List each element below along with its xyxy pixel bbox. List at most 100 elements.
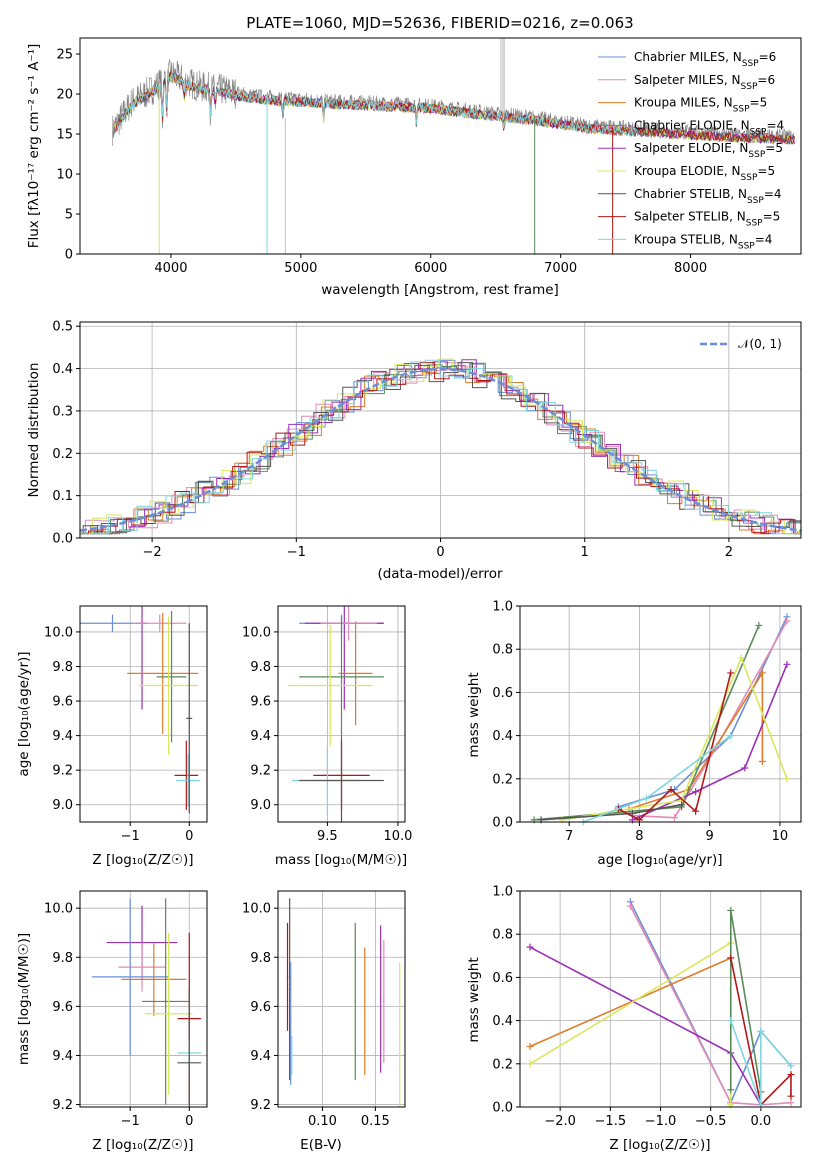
massweight-vs-age-marker: [783, 617, 791, 625]
spectrum-ytick-label: 5: [65, 208, 73, 223]
legend-label-2: Kroupa MILES, NSSP=5: [634, 96, 767, 115]
massweight-vs-age-marker: [727, 669, 735, 677]
mass-vs-z-panel: Z [log₁₀(Z/Z☉)] mass [log₁₀(M/M☉)] −1 0 9.…: [16, 890, 208, 1153]
residuals-ylabel: Normed distribution: [26, 363, 42, 498]
residuals-xtick-label: 1: [581, 545, 589, 560]
mass-vs-z-ytick-label: 9.2: [52, 1098, 73, 1113]
massweight-vs-age-marker: [737, 654, 745, 662]
legend-label-1: Salpeter MILES, NSSP=6: [634, 73, 775, 92]
mass-vs-z-point: [141, 966, 143, 968]
spectrum-xtick-label: 4000: [154, 261, 187, 276]
normal-curve: [79, 367, 802, 532]
residual-histogram-3: [80, 362, 801, 535]
massweight-vs-age-ytick-label: 1.0: [492, 600, 513, 615]
massweight-vs-z-marker: [526, 1060, 534, 1068]
residuals-ytick-label: 0.1: [52, 489, 73, 504]
massweight-vs-z-ylabel: mass weight: [466, 957, 482, 1042]
age-vs-mass-xlabel: mass [log₁₀(M/M☉)]: [275, 852, 407, 868]
massweight-vs-z-ytick-label: 1.0: [492, 885, 513, 900]
massweight-vs-z-marker: [727, 1017, 735, 1025]
age-vs-mass-point: [340, 779, 343, 782]
residual-histogram-5: [80, 358, 801, 535]
massweight-vs-z-xtick-label: −1.0: [645, 1114, 677, 1129]
spectrum-panel: PLATE=1060, MJD=52636, FIBERID=0216, z=0…: [26, 14, 802, 298]
massweight-vs-age-marker: [755, 621, 763, 629]
mass-vs-z-point: [188, 1062, 191, 1064]
massweight-vs-z-xlabel: Z [log₁₀(Z/Z☉)]: [609, 1137, 710, 1153]
massweight-vs-z-ytick-label: 0.8: [492, 928, 513, 943]
mass-vs-ebv-ytick-label: 9.6: [250, 1000, 271, 1015]
age-vs-z-point: [158, 622, 161, 625]
age-vs-mass-point: [329, 684, 332, 687]
mass-vs-ebv-panel: E(B-V) 0.10 0.15 9.2 9.4 9.6 9.8 10.0: [242, 890, 406, 1153]
massweight-vs-age-marker: [727, 732, 735, 740]
mass-vs-ebv-frame: [277, 890, 406, 1108]
age-vs-z-ytick-label: 9.0: [52, 798, 73, 813]
massweight-vs-age-marker: [758, 669, 766, 677]
residuals-xtick-label: 0: [436, 545, 444, 560]
legend-subscript: SSP: [741, 82, 758, 92]
age-vs-mass-panel: mass [log₁₀(M/M☉)] 9.5 10.0 9.0 9.2 9.4 9.6 9.…: [242, 605, 412, 868]
age-vs-z-xlabel: Z [log₁₀(Z/Z☉)]: [92, 852, 193, 868]
age-vs-mass-ytick-label: 9.4: [250, 729, 271, 744]
residuals-ytick-label: 0.2: [52, 447, 73, 462]
age-vs-z-panel: Z [log₁₀(Z/Z☉)] age [log₁₀(age/yr)] −1 0 9…: [16, 605, 208, 868]
massweight-vs-age-series-2: [628, 670, 764, 810]
age-vs-z-point: [167, 684, 170, 687]
residuals-legend: 𝒩(0, 1): [700, 337, 782, 351]
age-vs-mass-ytick-label: 9.8: [250, 660, 271, 675]
residuals-xtick-label: 2: [725, 545, 733, 560]
mass-vs-ebv-point: [363, 1010, 366, 1013]
massweight-vs-z-marker: [787, 1099, 795, 1107]
age-vs-z-point: [170, 676, 173, 678]
massweight-vs-age-marker: [671, 814, 679, 822]
age-vs-mass-point: [354, 672, 357, 675]
mass-vs-ebv-xlabel: E(B-V): [300, 1137, 342, 1153]
mass-vs-z-xlabel: Z [log₁₀(Z/Z☉)]: [92, 1137, 193, 1153]
massweight-vs-z-ytick-label: 0.2: [492, 1057, 513, 1072]
residuals-xtick-label: −2: [143, 545, 162, 560]
residuals-panel: −2 −1 0 1 2 0.0 0.1 0.2 0.3 0.4 0.5 (data-model)/e…: [26, 320, 802, 582]
massweight-vs-z-xtick-label: 0.0: [751, 1114, 772, 1129]
legend-subscript: SSP: [741, 173, 758, 183]
age-vs-z-ytick-label: 9.6: [52, 695, 73, 710]
massweight-vs-z-ytick-label: 0.4: [492, 1014, 513, 1029]
massweight-vs-age-ytick-label: 0.6: [492, 686, 513, 701]
massweight-vs-z-marker: [727, 954, 735, 962]
massweight-vs-age-ytick-label: 0.2: [492, 772, 513, 787]
massweight-vs-z-series-1: [629, 905, 792, 1106]
legend-subscript: SSP: [742, 59, 759, 69]
massweight-vs-z-panel: Z [log₁₀(Z/Z☉)] mass weight −2.0 −1.5 −1.0…: [466, 885, 802, 1153]
mass-vs-ebv-point: [288, 988, 291, 990]
massweight-vs-z-marker: [727, 906, 735, 914]
residuals-xtick-label: −1: [287, 545, 306, 560]
mass-vs-z-point: [167, 1012, 170, 1015]
legend-label-7: Salpeter STELIB, NSSP=5: [634, 210, 780, 229]
age-vs-z-point: [161, 672, 164, 675]
mass-vs-ebv-point: [379, 998, 382, 1000]
massweight-vs-z-series-4: [529, 946, 762, 1106]
mass-vs-ebv-ytick-label: 9.4: [250, 1049, 271, 1064]
mass-vs-ebv-xtick-label: 0.10: [308, 1114, 337, 1129]
normal-legend-label: 𝒩(0, 1): [738, 337, 782, 351]
residuals-ytick-label: 0.5: [52, 320, 73, 335]
massweight-vs-age-frame: [519, 605, 802, 823]
age-vs-z-xtick-label: 0: [185, 829, 193, 844]
age-vs-mass-ytick-label: 9.0: [250, 798, 271, 813]
age-vs-z-frame: [79, 605, 208, 823]
spectrum-xtick-label: 8000: [674, 261, 707, 276]
age-vs-mass-frame: [277, 605, 406, 823]
age-vs-z-ytick-label: 9.4: [52, 729, 73, 744]
mass-vs-ebv-xtick-label: 0.15: [361, 1114, 390, 1129]
massweight-vs-z-xtick-label: −1.5: [595, 1114, 627, 1129]
age-vs-mass-point: [340, 676, 343, 678]
spectrum-ytick-label: 0: [65, 248, 73, 263]
legend-subscript: SSP: [733, 105, 750, 115]
massweight-vs-age-series-4: [632, 664, 788, 821]
massweight-vs-age-ytick-label: 0.8: [492, 643, 513, 658]
massweight-vs-age-marker: [783, 775, 791, 783]
mass-vs-z-ytick-label: 10.0: [44, 902, 73, 917]
age-vs-mass-ytick-label: 9.2: [250, 764, 271, 779]
mass-vs-z-point: [164, 1000, 167, 1003]
